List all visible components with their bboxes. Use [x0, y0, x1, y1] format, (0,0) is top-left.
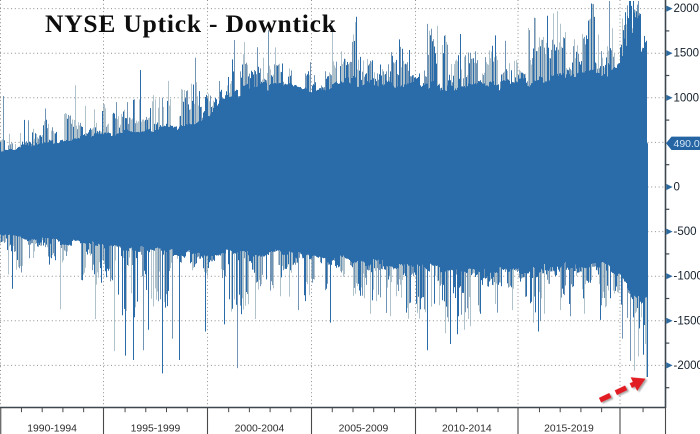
- svg-text:1000: 1000: [674, 92, 700, 104]
- svg-text:-500: -500: [674, 226, 697, 238]
- svg-text:NYSE Uptick - Downtick: NYSE Uptick - Downtick: [45, 9, 337, 38]
- svg-text:-1000: -1000: [674, 271, 700, 283]
- svg-text:2000: 2000: [674, 3, 700, 15]
- svg-text:2010-2014: 2010-2014: [442, 424, 492, 434]
- svg-text:0: 0: [674, 182, 680, 194]
- svg-text:1995-1999: 1995-1999: [131, 424, 181, 434]
- svg-text:2000-2004: 2000-2004: [235, 424, 285, 434]
- svg-text:-1500: -1500: [674, 315, 700, 327]
- svg-text:1990-1994: 1990-1994: [27, 424, 77, 434]
- svg-text:-2000: -2000: [674, 360, 700, 372]
- svg-text:490.0: 490.0: [674, 138, 700, 150]
- svg-text:1500: 1500: [674, 48, 700, 60]
- svg-text:2015-2019: 2015-2019: [544, 424, 594, 434]
- svg-text:2005-2009: 2005-2009: [339, 424, 389, 434]
